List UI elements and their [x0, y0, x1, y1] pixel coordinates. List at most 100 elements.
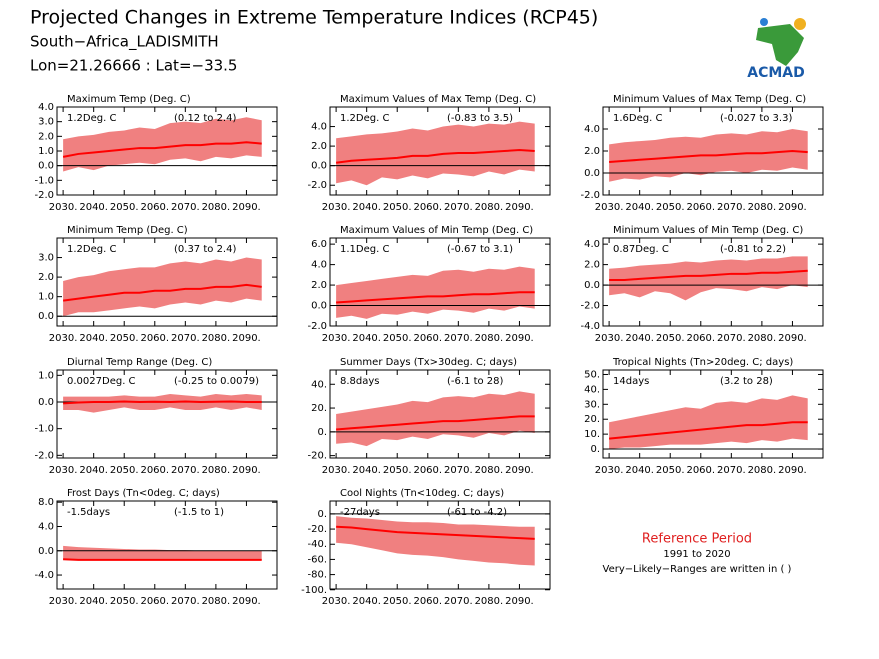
- x-tick-label: 2090.: [505, 202, 534, 213]
- y-tick-label: 2.0: [38, 131, 54, 142]
- panel-range: (-6.1 to 28): [447, 376, 504, 387]
- station: South−Africa_LADISMITH: [30, 33, 219, 52]
- y-tick-label: 4.0: [38, 102, 54, 113]
- y-tick-label: 4.0: [584, 239, 600, 250]
- x-tick-label: 2070.: [171, 465, 200, 476]
- panel-range: (0.37 to 2.4): [174, 244, 236, 255]
- panel-range: (-0.25 to 0.0079): [174, 376, 259, 387]
- y-tick-label: -1.0: [34, 175, 54, 186]
- plot-frame: [329, 369, 551, 459]
- x-tick-label: 2030.: [49, 596, 78, 607]
- y-tick-label: -2.0: [580, 301, 600, 312]
- panel-annotation: -1.5days: [67, 507, 110, 518]
- y-tick-label: 20.: [311, 403, 327, 414]
- y-tick-label: -2.0: [34, 450, 54, 461]
- x-tick-label: 2040.: [352, 202, 381, 213]
- y-tick-label: 0.0: [38, 546, 54, 557]
- y-tick-label: 8.0: [38, 497, 54, 508]
- x-tick-label: 2050.: [656, 465, 685, 476]
- y-tick-label: -2.0: [307, 321, 327, 332]
- logo-sun: [794, 18, 806, 30]
- x-tick-label: 2050.: [110, 465, 139, 476]
- coords: Lon=21.26666 : Lat=−33.5: [30, 57, 237, 75]
- x-tick-label: 2090.: [778, 202, 807, 213]
- x-tick-label: 2030.: [595, 202, 624, 213]
- reference-title: Reference Period: [642, 532, 752, 547]
- panel-title: Minimum Values of Min Temp (Deg. C): [613, 225, 803, 236]
- x-tick-label: 2050.: [656, 333, 685, 344]
- panel-range: (0.12 to 2.4): [174, 113, 236, 124]
- y-tick-label: 40.: [311, 379, 327, 390]
- x-tick-label: 2090.: [778, 333, 807, 344]
- panel-annotation: 1.6Deg. C: [613, 113, 662, 124]
- plot-frame: [602, 369, 824, 459]
- x-tick-label: 2040.: [79, 465, 108, 476]
- x-tick-label: 2030.: [49, 333, 78, 344]
- range-band: [609, 395, 808, 450]
- x-tick-label: 2070.: [171, 202, 200, 213]
- y-tick-label: 3.0: [38, 253, 54, 264]
- panel-title: Maximum Values of Min Temp (Deg. C): [340, 225, 533, 236]
- plot-frame: [56, 369, 278, 459]
- x-tick-label: 2090.: [232, 202, 261, 213]
- y-tick-label: 30.: [584, 399, 600, 410]
- x-tick-label: 2090.: [232, 333, 261, 344]
- y-tick-label: -4.0: [34, 570, 54, 581]
- panel: -4.0 -2.0 0.0 2.0 4.0 2030. 2040. 2050. 2060. 207…: [580, 225, 824, 344]
- panel-annotation: 0.0027Deg. C: [67, 376, 136, 387]
- panel: -2.0 0.0 2.0 4.0 6.0 2030. 2040. 2050. 2060. 2070…: [307, 225, 551, 344]
- range-band: [336, 121, 535, 186]
- panel-title: Summer Days (Tx>30deg. C; days): [340, 357, 517, 368]
- y-tick-label: 4.0: [38, 521, 54, 532]
- panel-annotation: 14days: [613, 376, 649, 387]
- series-line: [62, 141, 262, 158]
- y-tick-label: -2.0: [580, 190, 600, 201]
- x-tick-label: 2050.: [383, 202, 412, 213]
- panel: -100.-80.-60.-40.-20.0.2030. 2040. 2050. 20…: [301, 488, 551, 607]
- y-tick-label: 2.0: [311, 141, 327, 152]
- panel-annotation: 8.8days: [340, 376, 380, 387]
- series-line: [609, 149, 808, 163]
- x-tick-label: 2070.: [444, 465, 473, 476]
- x-tick-label: 2070.: [717, 465, 746, 476]
- x-tick-label: 2050.: [110, 596, 139, 607]
- x-tick-label: 2080.: [475, 202, 504, 213]
- y-tick-label: 0.0: [311, 301, 327, 312]
- x-tick-label: 2030.: [49, 202, 78, 213]
- panel-range: (-0.027 to 3.3): [720, 113, 792, 124]
- y-tick-label: -20.: [307, 451, 327, 462]
- panel-title: Minimum Values of Max Temp (Deg. C): [613, 94, 806, 105]
- panel: 0.0 1.0 2.0 3.0 2030. 2040. 2050. 2060. 2070. 208…: [38, 225, 278, 344]
- panel-title: Tropical Nights (Tn>20deg. C; days): [612, 357, 793, 368]
- x-tick-label: 2060.: [413, 333, 442, 344]
- logo: ACMAD: [747, 18, 806, 81]
- y-tick-label: 1.0: [38, 370, 54, 381]
- panel-range: (3.2 to 28): [720, 376, 773, 387]
- y-tick-label: 50.: [584, 369, 600, 380]
- y-tick-label: 4.0: [311, 260, 327, 271]
- y-tick-label: -4.0: [580, 321, 600, 332]
- y-tick-label: 20.: [584, 414, 600, 425]
- x-tick-label: 2050.: [383, 333, 412, 344]
- series-line: [336, 525, 535, 540]
- x-tick-label: 2060.: [140, 596, 169, 607]
- panel-title: Maximum Temp (Deg. C): [67, 94, 191, 105]
- y-tick-label: 6.0: [311, 239, 327, 250]
- x-tick-label: 2050.: [383, 465, 412, 476]
- x-tick-label: 2080.: [202, 465, 231, 476]
- panel-title: Maximum Values of Max Temp (Deg. C): [340, 94, 536, 105]
- x-tick-label: 2040.: [625, 202, 654, 213]
- y-tick-label: 4.0: [584, 124, 600, 135]
- x-tick-label: 2070.: [444, 333, 473, 344]
- x-tick-label: 2090.: [232, 596, 261, 607]
- x-tick-label: 2030.: [49, 465, 78, 476]
- series-line: [63, 558, 262, 561]
- y-tick-label: 1.0: [38, 292, 54, 303]
- y-tick-label: 2.0: [38, 272, 54, 283]
- y-tick-label: 3.0: [38, 117, 54, 128]
- x-tick-label: 2040.: [79, 333, 108, 344]
- y-tick-label: 0.0: [584, 168, 600, 179]
- range-band: [609, 256, 808, 301]
- x-tick-label: 2080.: [475, 596, 504, 607]
